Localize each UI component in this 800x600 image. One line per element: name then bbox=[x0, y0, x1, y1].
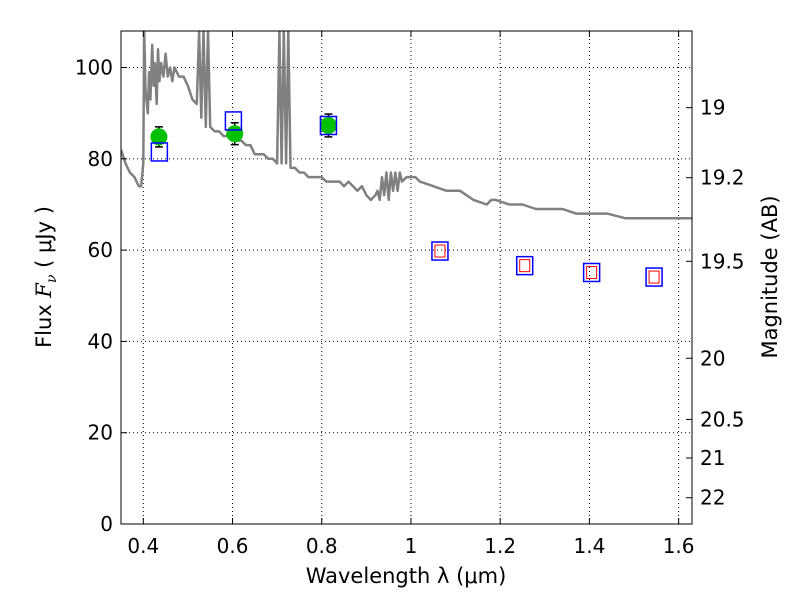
model-band-marker bbox=[150, 142, 169, 162]
y-tick-label: 20 bbox=[88, 421, 113, 445]
plot-frame bbox=[120, 30, 693, 525]
y2-tick-label: 20.5 bbox=[700, 407, 745, 431]
model-band-marker bbox=[431, 241, 449, 261]
x-axis-label: Wavelength λ (μm) bbox=[306, 564, 507, 588]
x-tick-label: 0.8 bbox=[306, 534, 338, 558]
model-band-marker bbox=[582, 262, 601, 283]
data-layer bbox=[121, 31, 692, 287]
model-band-marker bbox=[224, 111, 243, 131]
model-band-marker bbox=[319, 115, 338, 136]
y-axis-label: Flux Fν ( μJy ) bbox=[32, 206, 60, 348]
y2-tick-label: 19 bbox=[700, 96, 725, 120]
y-tick-label: 40 bbox=[88, 329, 113, 353]
y-tick-label: 80 bbox=[88, 147, 113, 171]
observed-flux-point bbox=[319, 116, 337, 134]
y-tick-label: 0 bbox=[100, 512, 113, 536]
inner-band-marker bbox=[648, 270, 660, 284]
x-tick-label: 0.4 bbox=[127, 534, 159, 558]
observed-flux-point bbox=[226, 125, 244, 143]
model-band-marker bbox=[645, 267, 663, 287]
inner-band-marker bbox=[434, 244, 446, 258]
y-tick-label: 60 bbox=[88, 238, 113, 262]
inner-band-marker bbox=[586, 265, 598, 279]
x-tick-label: 0.6 bbox=[217, 534, 249, 558]
y-tick-label: 100 bbox=[75, 56, 113, 80]
x-tick-label: 1.2 bbox=[484, 534, 516, 558]
observed-flux-point bbox=[150, 128, 168, 146]
x-tick-label: 1.4 bbox=[573, 534, 605, 558]
inner-band-marker bbox=[519, 259, 531, 273]
model-spectrum-line bbox=[121, 31, 692, 220]
y2-axis-label: Magnitude (AB) bbox=[758, 195, 782, 358]
y2-tick-label: 20 bbox=[700, 346, 725, 370]
y2-tick-label: 19.5 bbox=[700, 249, 745, 273]
y2-tick-label: 19.2 bbox=[700, 166, 745, 190]
x-tick-label: 1 bbox=[405, 534, 418, 558]
ticks: 0.4 0.6 0.8 1 1.2 1.4 1.6 0 20 40 60 80 100 19 19.2 19.… bbox=[75, 31, 745, 558]
x-tick-label: 1.6 bbox=[663, 534, 695, 558]
model-band-marker bbox=[515, 255, 534, 276]
y2-tick-label: 22 bbox=[700, 486, 725, 510]
y2-tick-label: 21 bbox=[700, 446, 725, 470]
